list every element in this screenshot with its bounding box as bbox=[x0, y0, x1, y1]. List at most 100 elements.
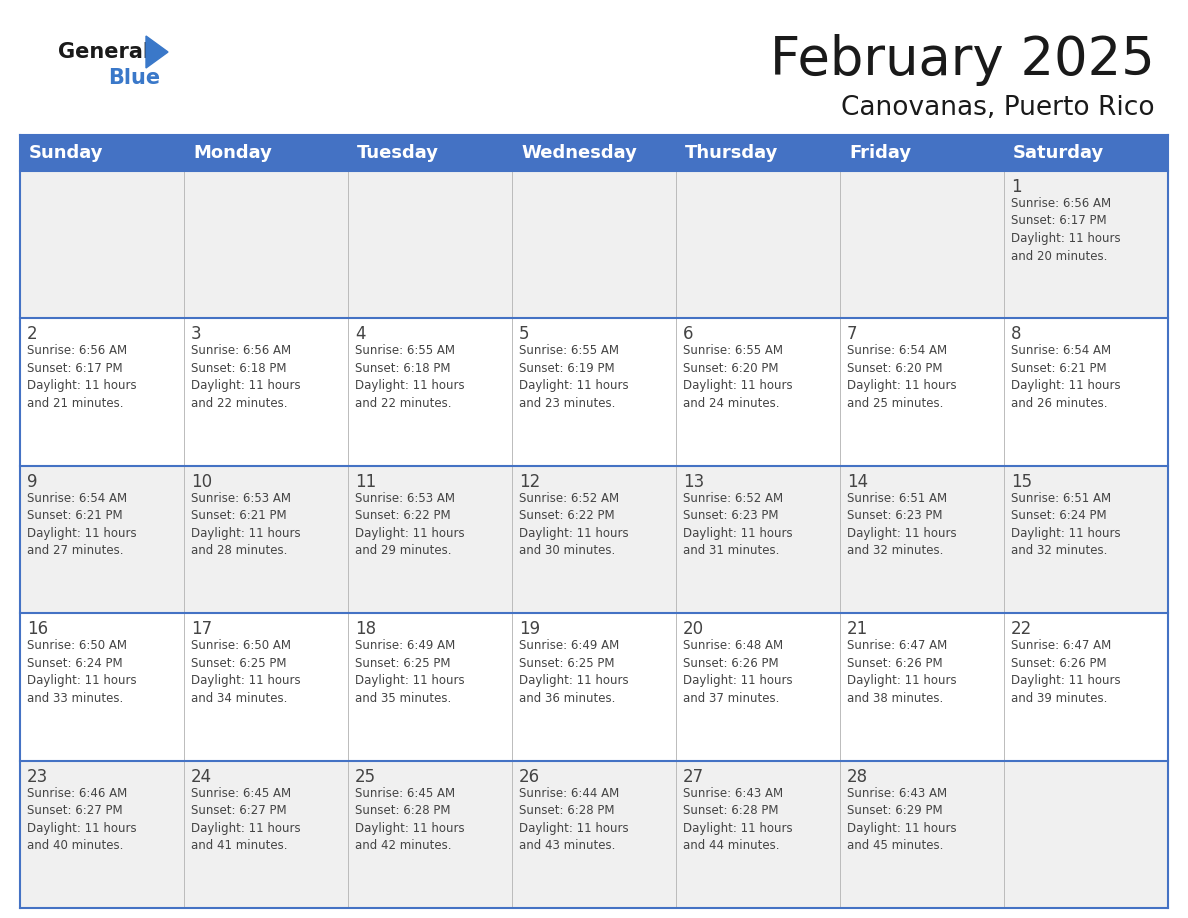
Polygon shape bbox=[146, 36, 168, 68]
Text: 16: 16 bbox=[27, 621, 49, 638]
Text: and 34 minutes.: and 34 minutes. bbox=[191, 691, 287, 705]
Text: 9: 9 bbox=[27, 473, 38, 491]
Text: Sunrise: 6:51 AM: Sunrise: 6:51 AM bbox=[1011, 492, 1111, 505]
Text: and 41 minutes.: and 41 minutes. bbox=[191, 839, 287, 852]
Text: Sunrise: 6:47 AM: Sunrise: 6:47 AM bbox=[847, 639, 947, 652]
Text: 21: 21 bbox=[847, 621, 868, 638]
Text: and 21 minutes.: and 21 minutes. bbox=[27, 397, 124, 410]
Text: Daylight: 11 hours: Daylight: 11 hours bbox=[519, 379, 628, 392]
Text: Sunset: 6:28 PM: Sunset: 6:28 PM bbox=[355, 804, 450, 817]
Text: Sunrise: 6:47 AM: Sunrise: 6:47 AM bbox=[1011, 639, 1111, 652]
Text: Sunrise: 6:43 AM: Sunrise: 6:43 AM bbox=[683, 787, 783, 800]
Text: 13: 13 bbox=[683, 473, 704, 491]
Text: Sunset: 6:27 PM: Sunset: 6:27 PM bbox=[191, 804, 286, 817]
Text: Sunrise: 6:52 AM: Sunrise: 6:52 AM bbox=[683, 492, 783, 505]
Text: Sunrise: 6:56 AM: Sunrise: 6:56 AM bbox=[191, 344, 291, 357]
Text: and 45 minutes.: and 45 minutes. bbox=[847, 839, 943, 852]
Text: Sunrise: 6:54 AM: Sunrise: 6:54 AM bbox=[847, 344, 947, 357]
Text: Daylight: 11 hours: Daylight: 11 hours bbox=[355, 822, 465, 834]
Text: Sunset: 6:26 PM: Sunset: 6:26 PM bbox=[847, 656, 942, 670]
Text: 1: 1 bbox=[1011, 178, 1022, 196]
Text: and 42 minutes.: and 42 minutes. bbox=[355, 839, 451, 852]
Text: Sunset: 6:22 PM: Sunset: 6:22 PM bbox=[355, 509, 450, 522]
Text: Daylight: 11 hours: Daylight: 11 hours bbox=[191, 674, 301, 688]
Text: 23: 23 bbox=[27, 767, 49, 786]
Text: 15: 15 bbox=[1011, 473, 1032, 491]
Text: Daylight: 11 hours: Daylight: 11 hours bbox=[683, 379, 792, 392]
Text: Sunrise: 6:55 AM: Sunrise: 6:55 AM bbox=[519, 344, 619, 357]
Text: 22: 22 bbox=[1011, 621, 1032, 638]
Text: 28: 28 bbox=[847, 767, 868, 786]
Text: Wednesday: Wednesday bbox=[522, 144, 637, 162]
Text: Sunset: 6:24 PM: Sunset: 6:24 PM bbox=[1011, 509, 1107, 522]
Text: and 27 minutes.: and 27 minutes. bbox=[27, 544, 124, 557]
Text: Daylight: 11 hours: Daylight: 11 hours bbox=[683, 822, 792, 834]
Text: 8: 8 bbox=[1011, 325, 1022, 343]
Text: and 44 minutes.: and 44 minutes. bbox=[683, 839, 779, 852]
Bar bbox=[20, 761, 1168, 908]
Text: Daylight: 11 hours: Daylight: 11 hours bbox=[1011, 527, 1120, 540]
Text: Friday: Friday bbox=[849, 144, 911, 162]
Text: Sunset: 6:25 PM: Sunset: 6:25 PM bbox=[519, 656, 614, 670]
Text: Sunrise: 6:50 AM: Sunrise: 6:50 AM bbox=[27, 639, 127, 652]
Text: Blue: Blue bbox=[108, 68, 160, 88]
Text: Sunrise: 6:48 AM: Sunrise: 6:48 AM bbox=[683, 639, 783, 652]
Text: and 29 minutes.: and 29 minutes. bbox=[355, 544, 451, 557]
Text: Sunset: 6:21 PM: Sunset: 6:21 PM bbox=[1011, 362, 1107, 375]
Text: 18: 18 bbox=[355, 621, 377, 638]
Text: and 33 minutes.: and 33 minutes. bbox=[27, 691, 124, 705]
Text: Daylight: 11 hours: Daylight: 11 hours bbox=[27, 379, 137, 392]
Text: Sunset: 6:23 PM: Sunset: 6:23 PM bbox=[683, 509, 778, 522]
Text: 26: 26 bbox=[519, 767, 541, 786]
Text: Sunrise: 6:55 AM: Sunrise: 6:55 AM bbox=[355, 344, 455, 357]
Text: and 25 minutes.: and 25 minutes. bbox=[847, 397, 943, 410]
Text: Sunrise: 6:52 AM: Sunrise: 6:52 AM bbox=[519, 492, 619, 505]
Text: 27: 27 bbox=[683, 767, 704, 786]
Text: 20: 20 bbox=[683, 621, 704, 638]
Bar bbox=[20, 135, 1168, 171]
Text: Sunset: 6:19 PM: Sunset: 6:19 PM bbox=[519, 362, 614, 375]
Text: Daylight: 11 hours: Daylight: 11 hours bbox=[27, 674, 137, 688]
Text: Sunset: 6:22 PM: Sunset: 6:22 PM bbox=[519, 509, 614, 522]
Text: Sunrise: 6:44 AM: Sunrise: 6:44 AM bbox=[519, 787, 619, 800]
Text: and 22 minutes.: and 22 minutes. bbox=[191, 397, 287, 410]
Text: Sunrise: 6:51 AM: Sunrise: 6:51 AM bbox=[847, 492, 947, 505]
Text: Sunrise: 6:45 AM: Sunrise: 6:45 AM bbox=[355, 787, 455, 800]
Text: 10: 10 bbox=[191, 473, 213, 491]
Text: Sunrise: 6:50 AM: Sunrise: 6:50 AM bbox=[191, 639, 291, 652]
Text: Daylight: 11 hours: Daylight: 11 hours bbox=[191, 379, 301, 392]
Text: and 43 minutes.: and 43 minutes. bbox=[519, 839, 615, 852]
Text: Daylight: 11 hours: Daylight: 11 hours bbox=[1011, 674, 1120, 688]
Text: Daylight: 11 hours: Daylight: 11 hours bbox=[519, 674, 628, 688]
Text: Daylight: 11 hours: Daylight: 11 hours bbox=[27, 822, 137, 834]
Text: and 36 minutes.: and 36 minutes. bbox=[519, 691, 615, 705]
Text: Daylight: 11 hours: Daylight: 11 hours bbox=[847, 379, 956, 392]
Text: 24: 24 bbox=[191, 767, 213, 786]
Text: 19: 19 bbox=[519, 621, 541, 638]
Bar bbox=[20, 465, 1168, 613]
Text: 2: 2 bbox=[27, 325, 38, 343]
Text: Sunrise: 6:53 AM: Sunrise: 6:53 AM bbox=[191, 492, 291, 505]
Text: Sunrise: 6:46 AM: Sunrise: 6:46 AM bbox=[27, 787, 127, 800]
Text: Sunset: 6:20 PM: Sunset: 6:20 PM bbox=[683, 362, 778, 375]
Text: Daylight: 11 hours: Daylight: 11 hours bbox=[191, 527, 301, 540]
Bar bbox=[20, 319, 1168, 465]
Text: Sunset: 6:23 PM: Sunset: 6:23 PM bbox=[847, 509, 942, 522]
Text: Daylight: 11 hours: Daylight: 11 hours bbox=[519, 527, 628, 540]
Text: Sunset: 6:27 PM: Sunset: 6:27 PM bbox=[27, 804, 122, 817]
Text: and 26 minutes.: and 26 minutes. bbox=[1011, 397, 1107, 410]
Text: Sunset: 6:17 PM: Sunset: 6:17 PM bbox=[27, 362, 122, 375]
Text: Thursday: Thursday bbox=[685, 144, 778, 162]
Text: Sunday: Sunday bbox=[29, 144, 103, 162]
Text: 5: 5 bbox=[519, 325, 530, 343]
Text: Daylight: 11 hours: Daylight: 11 hours bbox=[683, 674, 792, 688]
Text: Sunset: 6:26 PM: Sunset: 6:26 PM bbox=[1011, 656, 1107, 670]
Text: Sunrise: 6:54 AM: Sunrise: 6:54 AM bbox=[1011, 344, 1111, 357]
Text: 6: 6 bbox=[683, 325, 694, 343]
Text: and 20 minutes.: and 20 minutes. bbox=[1011, 250, 1107, 263]
Text: 4: 4 bbox=[355, 325, 366, 343]
Text: Sunrise: 6:56 AM: Sunrise: 6:56 AM bbox=[1011, 197, 1111, 210]
Text: Daylight: 11 hours: Daylight: 11 hours bbox=[355, 379, 465, 392]
Text: 7: 7 bbox=[847, 325, 858, 343]
Text: and 32 minutes.: and 32 minutes. bbox=[1011, 544, 1107, 557]
